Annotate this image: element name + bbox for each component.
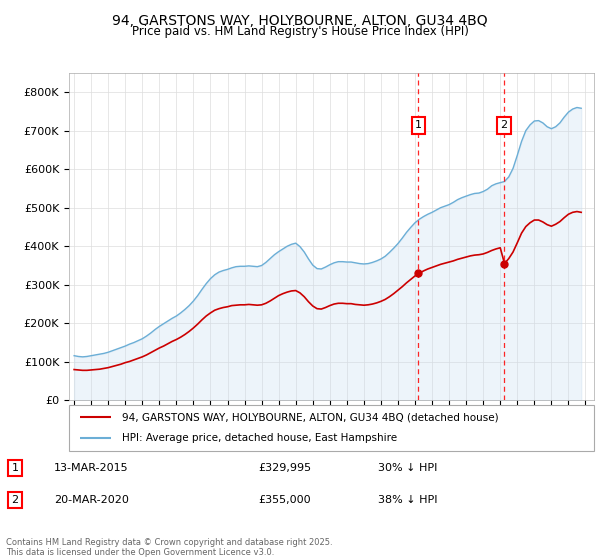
Text: 94, GARSTONS WAY, HOLYBOURNE, ALTON, GU34 4BQ: 94, GARSTONS WAY, HOLYBOURNE, ALTON, GU3… — [112, 14, 488, 28]
Text: 2: 2 — [500, 120, 507, 130]
Text: 94, GARSTONS WAY, HOLYBOURNE, ALTON, GU34 4BQ (detached house): 94, GARSTONS WAY, HOLYBOURNE, ALTON, GU3… — [121, 412, 498, 422]
Text: HPI: Average price, detached house, East Hampshire: HPI: Average price, detached house, East… — [121, 433, 397, 444]
Text: 20-MAR-2020: 20-MAR-2020 — [54, 495, 129, 505]
Text: Contains HM Land Registry data © Crown copyright and database right 2025.
This d: Contains HM Land Registry data © Crown c… — [6, 538, 332, 557]
Text: 30% ↓ HPI: 30% ↓ HPI — [378, 463, 437, 473]
Text: £355,000: £355,000 — [258, 495, 311, 505]
Text: 1: 1 — [11, 463, 19, 473]
Text: 38% ↓ HPI: 38% ↓ HPI — [378, 495, 437, 505]
FancyBboxPatch shape — [69, 405, 594, 451]
Text: 2: 2 — [11, 495, 19, 505]
Text: Price paid vs. HM Land Registry's House Price Index (HPI): Price paid vs. HM Land Registry's House … — [131, 25, 469, 38]
Text: £329,995: £329,995 — [258, 463, 311, 473]
Text: 1: 1 — [415, 120, 422, 130]
Text: 13-MAR-2015: 13-MAR-2015 — [54, 463, 128, 473]
